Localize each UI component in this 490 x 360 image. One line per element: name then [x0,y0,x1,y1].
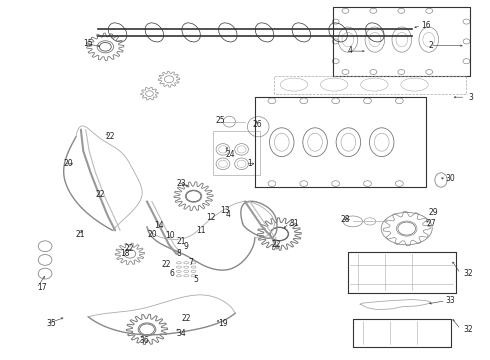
Text: 31: 31 [289,219,299,228]
Text: 32: 32 [463,325,473,334]
Text: 35: 35 [47,320,56,328]
Text: 13: 13 [220,206,230,215]
Text: 29: 29 [429,208,439,217]
Text: 4: 4 [225,210,230,219]
Text: 23: 23 [176,179,186,188]
Text: 14: 14 [154,220,164,230]
Text: 22: 22 [181,314,191,323]
Text: 5: 5 [194,275,198,284]
Text: 27: 27 [426,219,436,228]
Text: 36: 36 [140,336,149,345]
Text: 7: 7 [189,258,194,267]
Text: 33: 33 [446,296,456,305]
Bar [213,131,260,175]
Text: 4: 4 [348,46,353,55]
Text: 9: 9 [184,242,189,251]
Text: 2: 2 [429,41,434,50]
Text: 24: 24 [225,150,235,159]
Text: 10: 10 [165,231,175,240]
Text: 22: 22 [96,190,105,199]
Text: 30: 30 [446,174,456,183]
Text: 22: 22 [272,240,281,249]
Text: 16: 16 [421,21,431,30]
Text: 25: 25 [216,116,225,125]
Text: 8: 8 [176,249,181,258]
Text: 34: 34 [176,328,186,338]
Text: 1: 1 [247,159,252,168]
Text: 28: 28 [341,215,350,224]
Text: 20: 20 [64,159,74,168]
Text: 11: 11 [196,226,205,235]
Text: 22: 22 [125,244,134,253]
Text: 22: 22 [105,132,115,141]
Text: 15: 15 [83,39,93,48]
Text: 12: 12 [206,213,215,222]
Text: 21: 21 [176,237,186,246]
Text: 3: 3 [468,93,473,102]
Text: 18: 18 [120,249,129,258]
Text: 20: 20 [147,230,157,239]
Text: 19: 19 [218,320,228,328]
Text: 32: 32 [463,269,473,278]
Text: 22: 22 [162,260,171,269]
Text: 6: 6 [169,269,174,278]
Text: 26: 26 [252,120,262,129]
Text: 17: 17 [37,284,47,292]
Text: 21: 21 [76,230,85,239]
